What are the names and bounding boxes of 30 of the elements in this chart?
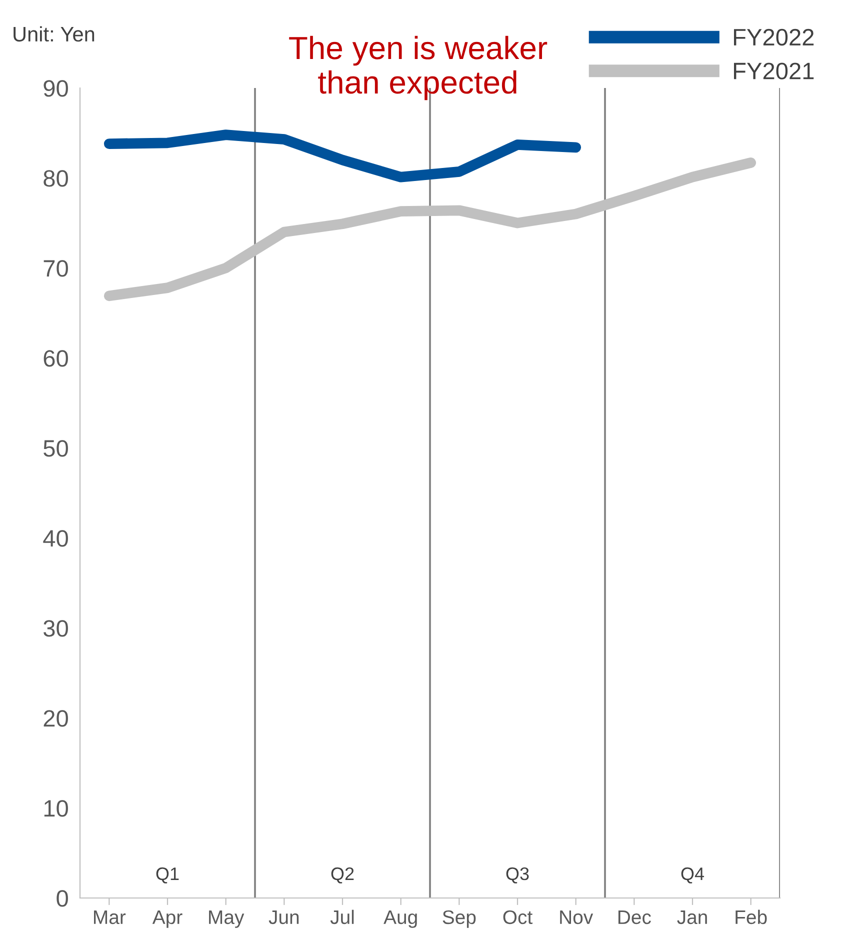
x-tick-label: Aug: [384, 910, 417, 928]
y-tick-label: 0: [56, 890, 68, 907]
annotation: Q3: [506, 867, 529, 884]
y-axis-title: Unit: Yen: [14, 26, 94, 42]
annotation: The yen is weaker than expected: [289, 36, 548, 100]
x-tick-label: Mar: [94, 910, 126, 924]
x-tick-label: Sep: [442, 910, 476, 928]
y-tick-label: 30: [44, 620, 68, 637]
x-tick-label: Jan: [677, 910, 707, 924]
x-tick-label: Feb: [736, 910, 767, 924]
text: FY2021: [734, 62, 814, 80]
x-tick-label: Dec: [618, 910, 651, 924]
annotation: Q2: [331, 867, 354, 884]
x-tick-label: Oct: [503, 910, 532, 924]
text: FY2022: [734, 28, 814, 46]
y-tick-label: 40: [43, 530, 68, 547]
annotation: Q1: [156, 867, 179, 884]
x-tick-label: Apr: [152, 910, 182, 928]
y-tick-label: 50: [44, 440, 68, 457]
x-tick-label: Nov: [560, 910, 594, 924]
y-tick-label: 20: [44, 710, 68, 727]
annotation: Q4: [681, 867, 704, 884]
x-tick-label: Jun: [268, 910, 299, 924]
y-tick-label: 90: [44, 80, 68, 97]
x-tick-label: May: [209, 910, 244, 928]
y-tick-label: 80: [44, 170, 68, 187]
y-tick-label: 70: [44, 260, 68, 277]
y-tick-label: 60: [44, 350, 68, 367]
x-tick-label: Jul: [330, 910, 354, 924]
y-tick-label: 10: [44, 800, 68, 817]
